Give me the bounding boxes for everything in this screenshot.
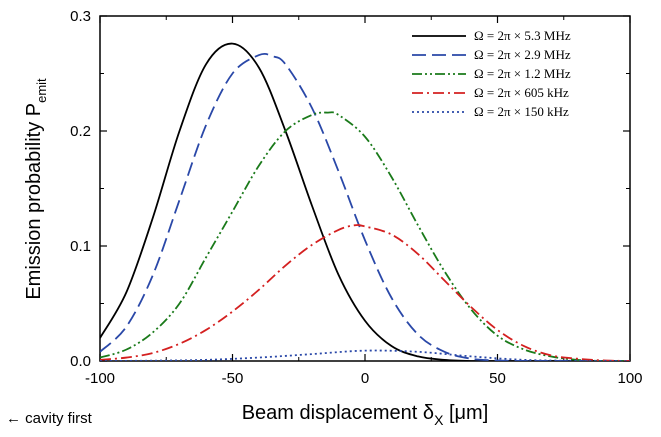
legend-label-1: Ω = 2π × 5.3 MHz [474, 28, 571, 43]
y-tick-label: 0.0 [70, 353, 91, 370]
x-tick-label: 50 [489, 370, 506, 387]
y-tick-label: 0.1 [70, 238, 91, 255]
x-tick-label: -50 [222, 370, 244, 387]
x-axis-label-sub: X [434, 412, 444, 428]
series-line-5 [100, 349, 630, 361]
ticks-layer: -100 -50 0 50 100 0.0 0.1 0.2 0.3 [70, 8, 642, 387]
y-axis-label-main: Emission probability P [23, 103, 45, 300]
y-tick-label: 0.2 [70, 123, 91, 140]
legend-label-3: Ω = 2π × 1.2 MHz [474, 66, 571, 81]
series-line-4 [100, 224, 630, 361]
x-axis-label: Beam displacement δX [μm] [242, 402, 489, 428]
x-tick-label: 100 [617, 370, 642, 387]
series-layer [100, 42, 630, 361]
x-tick-label: 0 [361, 370, 369, 387]
y-axis-label-sub: emit [34, 78, 49, 103]
plot-area [99, 15, 631, 362]
legend-label-5: Ω = 2π × 150 kHz [474, 104, 569, 119]
legend-label-2: Ω = 2π × 2.9 MHz [474, 47, 571, 62]
x-axis-label-unit: [μm] [443, 402, 488, 424]
x-tick-label: -100 [85, 370, 115, 387]
y-tick-label: 0.3 [70, 8, 91, 25]
legend-label-4: Ω = 2π × 605 kHz [474, 85, 569, 100]
series-line-2 [100, 52, 630, 361]
cavity-first-annotation: ← cavity first [6, 410, 93, 427]
x-axis-label-main: Beam displacement δ [242, 402, 434, 424]
legend: Ω = 2π × 5.3 MHz Ω = 2π × 2.9 MHz Ω = 2π ×… [412, 28, 571, 119]
y-axis-label: Emission probability Pemit [23, 78, 49, 300]
series-line-3 [100, 111, 630, 361]
series-line-1 [100, 42, 630, 361]
